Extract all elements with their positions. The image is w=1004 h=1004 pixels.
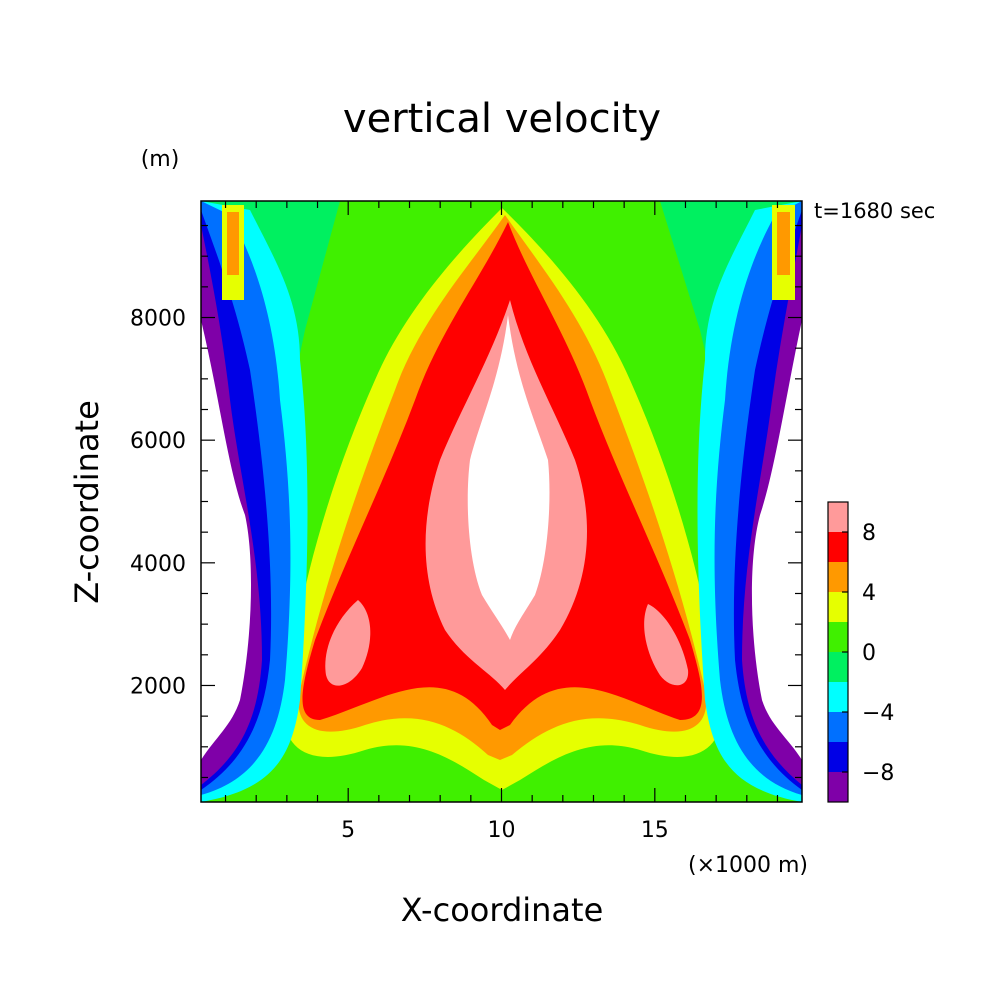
y-tick-label: 2000 <box>130 674 186 699</box>
colorbar-swatch <box>828 712 848 742</box>
y-tick-label: 4000 <box>130 552 186 577</box>
colorbar-swatch <box>828 622 848 652</box>
contour-fill-below-neg10-right <box>751 320 802 760</box>
contour-fill-above-10-center <box>467 315 550 640</box>
x-axis: 5 10 15 <box>224 201 779 843</box>
contour-fill-8-to-10-right <box>644 604 689 686</box>
contour-fill-below-neg10-left <box>201 320 252 760</box>
colorbar-swatch <box>828 592 848 622</box>
colorbar-tick-label: 4 <box>862 581 876 606</box>
time-label: t=1680 sec <box>814 199 935 223</box>
contour-cell-top-left-orange <box>227 212 239 275</box>
colorbar: 8 4 0 −4 −8 <box>827 501 894 803</box>
colorbar-tick-label: 8 <box>862 521 876 546</box>
y-tick-label: 8000 <box>130 307 186 332</box>
colorbar-tick-label: 0 <box>862 641 876 666</box>
y-axis: 2000 4000 6000 8000 <box>130 224 802 779</box>
colorbar-swatch <box>828 502 848 532</box>
colorbar-swatch <box>828 532 848 562</box>
x-tick-label: 10 <box>488 818 516 843</box>
colorbar-tick-label: −8 <box>862 761 894 786</box>
y-axis-label: Z-coordinate <box>68 400 106 604</box>
contour-plot-area <box>201 201 802 802</box>
contour-fill-8-to-10-left <box>325 600 371 686</box>
colorbar-swatch <box>828 652 848 682</box>
colorbar-tick-label: −4 <box>862 701 894 726</box>
colorbar-swatch <box>828 772 848 802</box>
colorbar-swatch <box>828 682 848 712</box>
y-unit-label: (m) <box>141 147 180 172</box>
x-tick-label: 5 <box>341 818 355 843</box>
x-unit-label: (×1000 m) <box>688 853 808 878</box>
colorbar-swatch <box>828 562 848 592</box>
y-tick-label: 6000 <box>130 429 186 454</box>
chart-title: vertical velocity <box>343 96 661 142</box>
x-tick-label: 15 <box>641 818 669 843</box>
colorbar-swatch <box>828 742 848 772</box>
x-axis-label: X-coordinate <box>401 891 604 929</box>
contour-cell-top-right-orange <box>777 212 790 275</box>
